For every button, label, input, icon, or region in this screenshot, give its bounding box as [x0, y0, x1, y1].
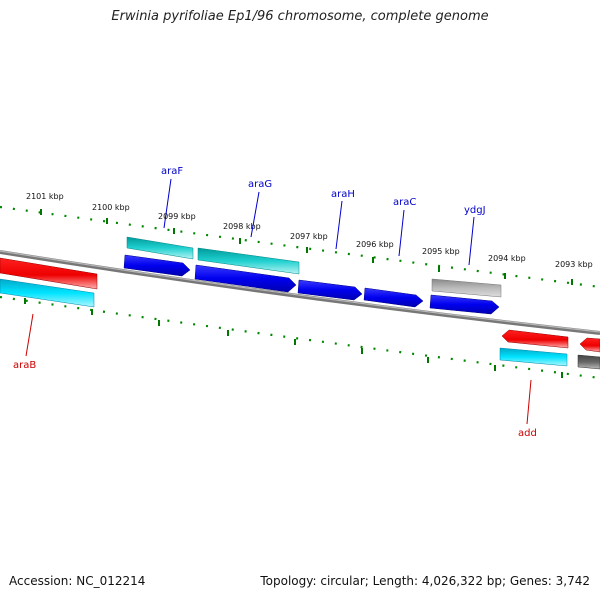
- gene-arrow-araC[interactable]: [363, 287, 424, 308]
- genome-summary-text: Topology: circular; Length: 4,026,322 bp…: [260, 574, 590, 588]
- callout-line-ydgJ: [468, 216, 475, 266]
- forward-rna-feature[interactable]: [126, 236, 194, 260]
- callout-line-araC: [398, 209, 405, 257]
- callout-line-add: [526, 379, 532, 425]
- gene-arrow-araF[interactable]: [123, 254, 191, 277]
- callout-line-araB: [25, 313, 34, 357]
- callout-line-araH: [335, 200, 343, 250]
- tick-ruler-lower: [0, 295, 600, 380]
- major-ticks-lower: [24, 298, 563, 378]
- tick-label: 2100 kbp: [92, 203, 130, 212]
- gene-label-araC[interactable]: araC: [393, 197, 416, 208]
- gene-arrow-araH[interactable]: [297, 279, 363, 301]
- reverse-rna-feature[interactable]: [499, 347, 568, 367]
- chromosome-backbone-highlight: [0, 250, 600, 333]
- accession-text: Accession: NC_012214: [9, 574, 146, 588]
- gene-arrow-add[interactable]: [501, 329, 569, 349]
- chromosome-backbone: [0, 250, 600, 335]
- tick-label: 2093 kbp: [555, 260, 593, 269]
- gene-arrow-next[interactable]: [579, 337, 600, 353]
- tick-label: 2094 kbp: [488, 254, 526, 263]
- tick-label: 2101 kbp: [26, 192, 64, 201]
- tick-label: 2097 kbp: [290, 232, 328, 241]
- callout-line-araF: [163, 178, 172, 229]
- forward-rna-feature[interactable]: [197, 247, 300, 275]
- gene-arrow-araB[interactable]: [0, 257, 98, 290]
- gene-label-araF[interactable]: araF: [161, 166, 183, 177]
- map-title: Erwinia pyrifoliae Ep1/96 chromosome, co…: [111, 9, 489, 24]
- tick-label: 2098 kbp: [223, 222, 261, 231]
- gene-label-araH[interactable]: araH: [331, 189, 355, 200]
- tick-label: 2096 kbp: [356, 240, 394, 249]
- gene-label-add[interactable]: add: [518, 428, 537, 439]
- gene-label-araG[interactable]: araG: [248, 179, 272, 190]
- gene-label-araB[interactable]: araB: [13, 360, 36, 371]
- gene-label-ydgJ[interactable]: ydgJ: [464, 205, 486, 216]
- tick-ruler-upper: [0, 205, 600, 289]
- tick-label: 2099 kbp: [158, 212, 196, 221]
- tick-label: 2095 kbp: [422, 247, 460, 256]
- reverse-rna-feature[interactable]: [0, 278, 95, 308]
- pseudo-gene-feature[interactable]: [431, 278, 502, 298]
- gene-arrow-ydgJ[interactable]: [429, 294, 500, 315]
- other-gene-feature[interactable]: [577, 354, 600, 370]
- major-ticks-upper: [40, 209, 573, 285]
- gene-arrow-araG[interactable]: [194, 264, 297, 293]
- callout-line-araG: [250, 191, 260, 238]
